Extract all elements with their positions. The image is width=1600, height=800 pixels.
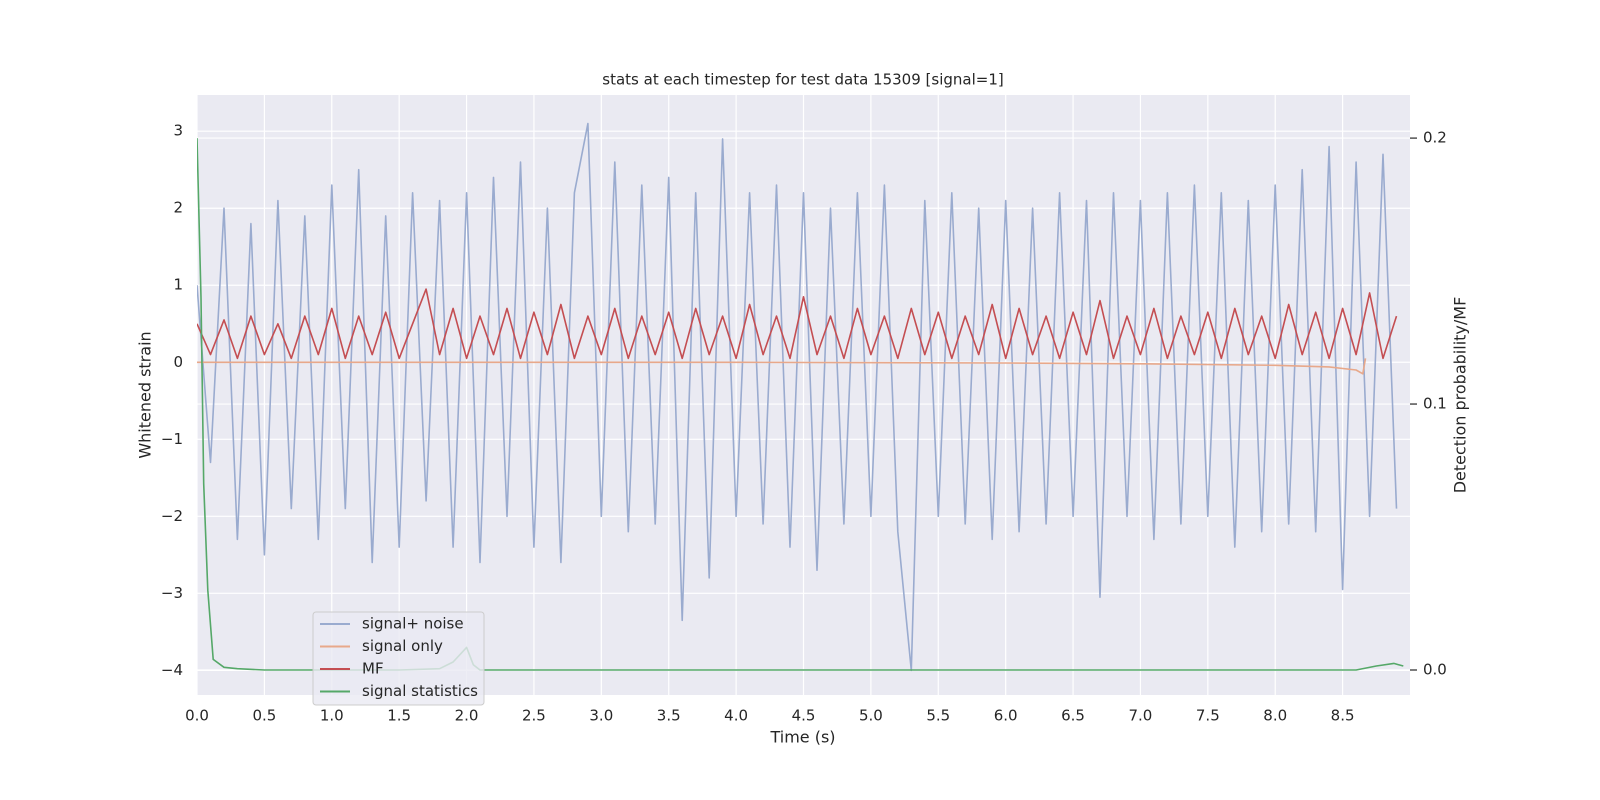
x-tick-label: 8.5	[1331, 707, 1355, 725]
x-tick-label: 5.0	[859, 707, 883, 725]
x-tick-label: 3.5	[657, 707, 681, 725]
x-tick-label: 0.0	[185, 707, 209, 725]
legend: signal+ noise signal only MF signal statist…	[312, 611, 485, 706]
y-tick-label: −4	[161, 661, 183, 679]
x-tick-label: 6.0	[994, 707, 1018, 725]
x-tick-label: 6.5	[1061, 707, 1085, 725]
x-tick-label: 2.0	[455, 707, 479, 725]
y2-axis-label: Detection probability/MF	[1451, 297, 1470, 494]
y-axis-label: Whitened strain	[136, 331, 155, 458]
x-tick-label: 2.5	[522, 707, 546, 725]
series-line	[197, 358, 1367, 375]
x-tick-label: 4.0	[724, 707, 748, 725]
y-tick-label: −3	[161, 584, 183, 602]
y2-tick-label: 0.1	[1423, 395, 1447, 413]
x-tick-label: 5.5	[926, 707, 950, 725]
legend-box	[312, 611, 485, 706]
legend-label: signal only	[362, 637, 443, 655]
y2-tick-label: 0.0	[1423, 661, 1447, 679]
y-tick-label: −2	[161, 507, 183, 525]
legend-label: MF	[362, 660, 384, 678]
x-tick-label: 1.0	[320, 707, 344, 725]
series-line	[197, 288, 1398, 360]
legend-label: signal statistics	[362, 682, 478, 700]
y-tick-label: 3	[173, 122, 183, 140]
x-tick-label: 3.0	[589, 707, 613, 725]
x-axis-label: Time (s)	[769, 728, 835, 747]
y-tick-label: −1	[161, 430, 183, 448]
legend-label: signal+ noise	[362, 615, 464, 633]
x-tick-label: 0.5	[252, 707, 276, 725]
chart-title: stats at each timestep for test data 153…	[602, 71, 1003, 89]
x-tick-label: 7.0	[1129, 707, 1153, 725]
y-tick-label: 0	[173, 353, 183, 371]
series-line	[197, 122, 1398, 672]
x-tick-label: 4.5	[792, 707, 816, 725]
y-tick-label: 2	[173, 199, 183, 217]
y-tick-label: 1	[173, 276, 183, 294]
x-tick-label: 7.5	[1196, 707, 1220, 725]
x-tick-label: 1.5	[387, 707, 411, 725]
x-tick-label: 8.0	[1263, 707, 1287, 725]
y2-tick-label: 0.2	[1423, 129, 1447, 147]
